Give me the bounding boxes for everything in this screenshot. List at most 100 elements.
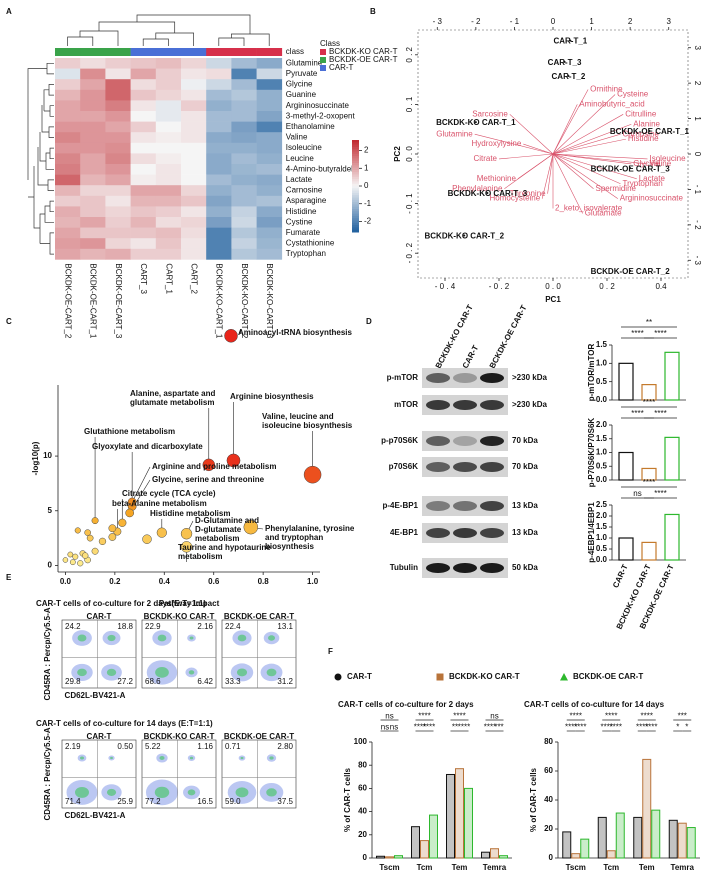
heatmap-cell <box>80 174 106 186</box>
heatmap-cell <box>130 153 157 165</box>
heatmap-cell <box>181 111 207 122</box>
bar <box>641 541 657 561</box>
x-axis-label: Pathway Impact <box>159 599 220 608</box>
heatmap-cell <box>231 121 257 133</box>
heatmap-cell <box>55 121 81 133</box>
pathway-point <box>202 458 216 472</box>
heatmap-cell <box>55 217 81 228</box>
pathway-label: isoleucine biosynthesis <box>262 421 353 430</box>
bar <box>618 537 634 561</box>
y-axis-label: % of CAR-T cells <box>343 767 352 832</box>
significance-label: *** <box>678 712 687 721</box>
blot-band <box>426 373 450 383</box>
x-tick-label: Temra <box>483 863 507 872</box>
colorbar-step <box>352 213 359 217</box>
y-tick-label: 0 <box>693 152 702 157</box>
column-label: BCKDK-OE-CART_1 <box>89 263 98 339</box>
y-axis-label: -log10(p) <box>31 441 40 475</box>
heatmap-cell <box>130 238 157 250</box>
pathway-label: Histidine metabolism <box>150 509 230 518</box>
bar <box>641 384 657 401</box>
colorbar-step <box>352 222 359 226</box>
heatmap-cell <box>55 111 81 122</box>
panel-letter: F <box>328 647 333 656</box>
bar <box>429 814 438 859</box>
x-tick-label: Tscm <box>566 863 586 872</box>
bar <box>464 787 473 859</box>
x-tick-label: 3 <box>666 17 671 26</box>
heatmap-cell <box>155 174 182 186</box>
significance-label: **** <box>423 723 435 732</box>
heatmap-cell <box>181 185 207 197</box>
y-tick-label: 2.5 <box>596 500 608 509</box>
colorbar-step <box>352 181 359 185</box>
x-axis-label: CD62L-BV421-A <box>65 691 126 700</box>
size-label: 13 kDa <box>512 528 538 537</box>
loading-arrow <box>552 153 618 199</box>
significance-label: **** <box>643 398 655 407</box>
y-tick-label: 60 <box>544 766 553 775</box>
heatmap-cell <box>55 132 81 144</box>
heatmap-cell <box>155 195 182 207</box>
blot-band <box>480 462 504 472</box>
y-tick-label: 1.0 <box>596 533 608 542</box>
y-tick-label: - 2 <box>693 220 702 230</box>
density-core <box>154 786 170 799</box>
heatmap-cell <box>105 227 131 239</box>
pathway-label: D-Glutamine and <box>195 516 259 525</box>
bar <box>686 827 696 859</box>
quadrant-value: 31.2 <box>277 677 293 686</box>
heatmap-cell <box>206 100 232 112</box>
heatmap-cell <box>105 121 131 133</box>
y-tick-label: 0.0 <box>596 555 608 564</box>
loading-arrow <box>552 153 648 160</box>
heatmap-cell <box>231 238 257 250</box>
bar <box>668 819 678 859</box>
density-core <box>106 668 117 677</box>
pathway-point <box>86 534 94 542</box>
pathway-label: Alanine, aspartate and <box>130 389 215 398</box>
x-tick-label: - 3 <box>433 17 443 26</box>
panel-letter: C <box>6 317 12 326</box>
loading-label: Hydroxylysine <box>472 139 522 148</box>
blot-band <box>453 462 477 472</box>
heatmap-cell <box>206 142 232 154</box>
significance-label: **** <box>453 712 465 721</box>
pathway-label: Valine, leucine and <box>262 412 334 421</box>
heatmap-cell <box>155 164 182 175</box>
loading-label: Glutamate <box>585 209 622 218</box>
blot-band <box>426 436 450 446</box>
y-axis-label: % of CAR-T cells <box>529 767 538 832</box>
y-tick-label: 0.5 <box>596 377 608 386</box>
heatmap-cell <box>80 248 106 260</box>
pathway-point <box>77 560 84 567</box>
density-core <box>189 756 194 760</box>
significance-label: ns <box>490 712 498 721</box>
significance-label: ns <box>385 712 393 721</box>
pathway-point <box>67 551 74 558</box>
y-tick-label: 2 <box>693 81 702 86</box>
colorbar-step <box>352 225 359 228</box>
y-tick-label: 0.5 <box>596 461 608 470</box>
y-tick-label: 1.5 <box>596 522 608 531</box>
heatmap-cell <box>231 195 257 207</box>
heatmap-cell <box>105 58 131 69</box>
colorbar-step <box>352 172 359 175</box>
loading-arrow <box>552 133 621 155</box>
heatmap-cell <box>256 217 283 228</box>
plot-title: BCKDK-OE CAR-T <box>224 612 294 621</box>
blot-band <box>480 400 504 410</box>
sample-point <box>567 75 570 78</box>
legend-swatch <box>320 57 326 63</box>
heatmap-cell <box>105 100 131 112</box>
colorbar-step <box>352 142 359 146</box>
y-tick-label: 0 <box>549 853 554 862</box>
quadrant-value: 37.5 <box>277 797 293 806</box>
row-label: Isoleucine <box>286 143 323 152</box>
pathway-point <box>180 528 193 540</box>
colorbar-label: -1 <box>364 199 372 208</box>
heatmap-cell <box>55 248 81 260</box>
pathway-label: glutamate metabolism <box>130 398 214 407</box>
loading-label: Tryptophan <box>623 179 663 188</box>
loading-arrow <box>552 104 578 155</box>
